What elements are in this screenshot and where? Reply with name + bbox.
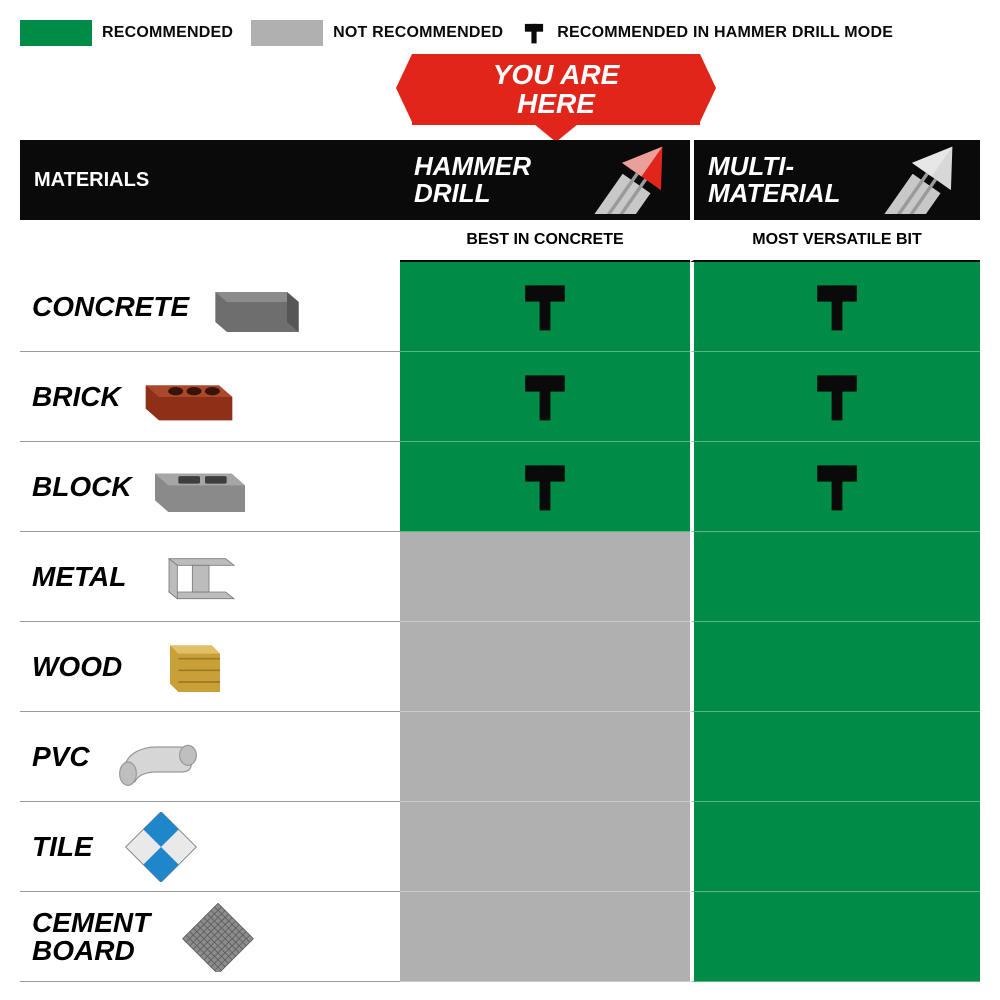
cell-wood-hammer-drill [400, 622, 690, 712]
hammer-icon [518, 458, 572, 516]
material-label: BLOCK [32, 473, 132, 501]
concrete-icon [207, 272, 307, 342]
hammer-icon [810, 368, 864, 426]
swatch-not-recommended [251, 20, 323, 46]
cell-cement-board-hammer-drill [400, 892, 690, 982]
legend-recommended-label: RECOMMENDED [102, 24, 233, 42]
material-row-brick: BRICK [20, 352, 400, 442]
legend: RECOMMENDED NOT RECOMMENDED RECOMMENDED … [20, 20, 980, 46]
block-icon [150, 452, 250, 522]
drill-bit-icon [594, 146, 684, 214]
cell-wood-multi-material [690, 622, 980, 712]
cell-brick-multi-material [690, 352, 980, 442]
cell-pvc-multi-material [690, 712, 980, 802]
hammer-icon [518, 368, 572, 426]
cell-metal-hammer-drill [400, 532, 690, 622]
brick-icon [139, 362, 239, 432]
cell-concrete-hammer-drill [400, 262, 690, 352]
legend-hammer-mode-label: RECOMMENDED IN HAMMER DRILL MODE [557, 24, 893, 42]
cell-block-hammer-drill [400, 442, 690, 532]
hammer-icon [518, 278, 572, 336]
material-row-pvc: PVC [20, 712, 400, 802]
material-label: METAL [32, 563, 126, 591]
swatch-recommended [20, 20, 92, 46]
ibeam-icon [144, 542, 244, 612]
ribbon-line2: HERE [517, 88, 595, 119]
cell-pvc-hammer-drill [400, 712, 690, 802]
material-row-block: BLOCK [20, 442, 400, 532]
materials-header: MATERIALS [20, 140, 400, 220]
column-title-hammer-drill: HAMMER DRILL [400, 153, 531, 206]
column-title-multi-material: MULTI- MATERIAL [694, 153, 840, 206]
material-label: TILE [32, 833, 93, 861]
material-row-tile: TILE [20, 802, 400, 892]
column-header-hammer-drill: HAMMER DRILL [400, 140, 690, 220]
drill-bit-icon [884, 146, 974, 214]
cell-tile-multi-material [690, 802, 980, 892]
wood-icon [140, 632, 240, 702]
tile-icon [111, 812, 211, 882]
hammer-icon [810, 458, 864, 516]
material-label: WOOD [32, 653, 122, 681]
material-row-wood: WOOD [20, 622, 400, 712]
legend-not-recommended: NOT RECOMMENDED [251, 20, 503, 46]
material-label: CEMENT BOARD [32, 909, 150, 965]
column-sub-multi-material: MOST VERSATILE BIT [690, 220, 980, 262]
legend-recommended: RECOMMENDED [20, 20, 233, 46]
material-row-cement-board: CEMENT BOARD [20, 892, 400, 982]
material-label: BRICK [32, 383, 121, 411]
subheader-blank [20, 220, 400, 262]
pvc-icon [108, 722, 208, 792]
cement-board-icon [168, 902, 268, 972]
column-sub-hammer-drill: BEST IN CONCRETE [400, 220, 690, 262]
legend-not-recommended-label: NOT RECOMMENDED [333, 24, 503, 42]
compatibility-table: MATERIALS HAMMER DRILL MULTI- MATERIAL B… [20, 140, 980, 982]
column-header-multi-material: MULTI- MATERIAL [690, 140, 980, 220]
materials-header-label: MATERIALS [20, 170, 149, 190]
cell-block-multi-material [690, 442, 980, 532]
material-label: PVC [32, 743, 90, 771]
material-row-metal: METAL [20, 532, 400, 622]
legend-hammer-mode: RECOMMENDED IN HAMMER DRILL MODE [521, 20, 893, 46]
ribbon-line1: YOU ARE [493, 59, 620, 90]
cell-concrete-multi-material [690, 262, 980, 352]
material-label: CONCRETE [32, 293, 189, 321]
hammer-icon [810, 278, 864, 336]
cell-metal-multi-material [690, 532, 980, 622]
cell-cement-board-multi-material [690, 892, 980, 982]
material-row-concrete: CONCRETE [20, 262, 400, 352]
cell-tile-hammer-drill [400, 802, 690, 892]
cell-brick-hammer-drill [400, 352, 690, 442]
hammer-icon [521, 20, 547, 46]
you-are-here-ribbon: YOU ARE HERE [412, 54, 700, 142]
